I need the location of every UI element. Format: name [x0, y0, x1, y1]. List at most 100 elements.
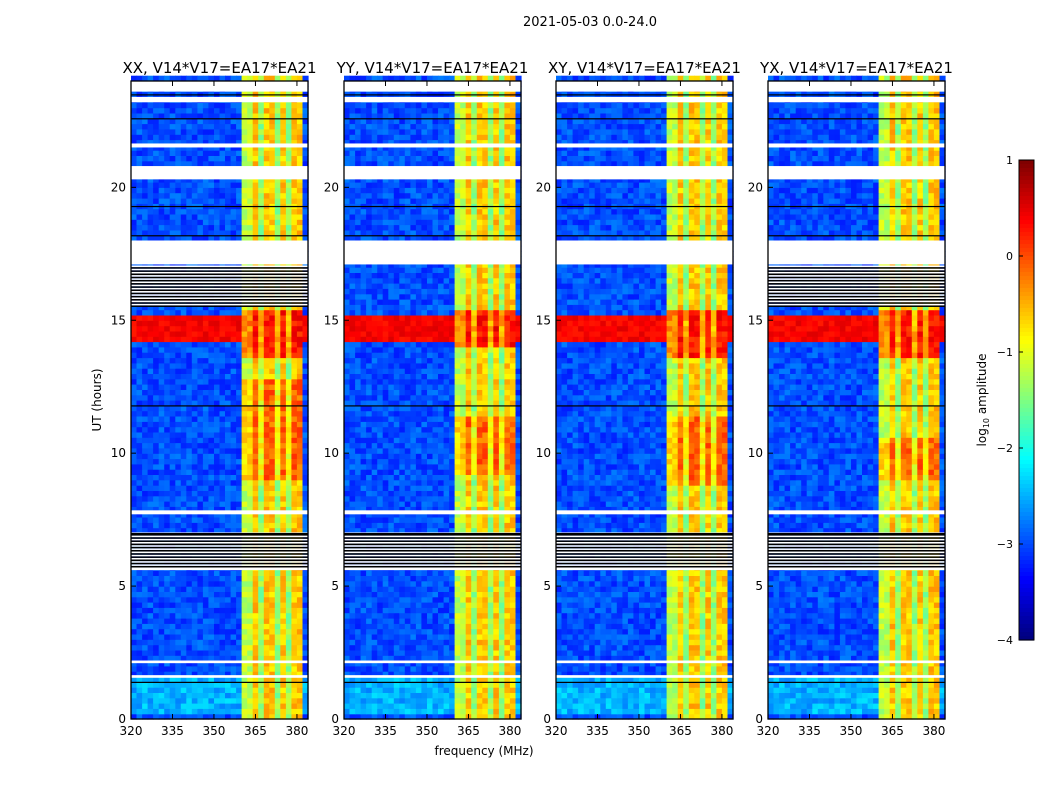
heatmap-cell — [291, 633, 298, 640]
heatmap-cell — [399, 665, 406, 672]
heatmap-cell — [258, 708, 265, 715]
heatmap-cell — [180, 325, 187, 332]
heatmap-cell — [175, 453, 182, 460]
heatmap-cell — [404, 703, 411, 709]
x-tick-label: 320 — [120, 724, 143, 738]
heatmap-cell — [230, 213, 237, 220]
heatmap-cell — [285, 665, 292, 672]
heatmap-cell — [164, 182, 171, 188]
heatmap-cell — [197, 708, 204, 715]
heatmap-cell — [454, 591, 461, 598]
heatmap-cell — [291, 495, 298, 502]
heatmap-cell — [225, 192, 232, 199]
heatmap-cell — [269, 607, 276, 614]
heatmap-cell — [302, 198, 309, 204]
heatmap-cell — [236, 325, 243, 332]
heatmap-cell — [241, 527, 248, 534]
heatmap-cell — [131, 400, 138, 406]
heatmap-cell — [175, 362, 182, 369]
heatmap-cell — [487, 692, 494, 699]
heatmap-cell — [269, 107, 276, 114]
heatmap-cell — [230, 304, 237, 311]
heatmap-cell — [180, 213, 187, 220]
heatmap-cell — [366, 612, 373, 619]
heatmap-cell — [258, 405, 265, 412]
heatmap-cell — [421, 623, 428, 630]
heatmap-cell — [504, 591, 511, 598]
heatmap-cell — [296, 410, 303, 417]
heatmap-cell — [296, 213, 303, 220]
heatmap-cell — [280, 474, 287, 481]
heatmap-cell — [360, 602, 367, 608]
heatmap-cell — [214, 405, 221, 412]
heatmap-cell — [191, 219, 198, 226]
heatmap-cell — [291, 676, 298, 683]
heatmap-cell — [285, 405, 292, 412]
heatmap-cell — [476, 633, 483, 640]
heatmap-cell — [158, 479, 165, 486]
heatmap-cell — [153, 639, 160, 646]
heatmap-cell — [131, 213, 138, 220]
heatmap-cell — [191, 697, 198, 704]
heatmap-cell — [236, 128, 243, 135]
heatmap-cell — [202, 416, 209, 422]
heatmap-cell — [169, 192, 176, 199]
heatmap-cell — [164, 192, 171, 199]
heatmap-cell — [136, 596, 143, 603]
heatmap-cell — [175, 612, 182, 619]
heatmap-cell — [191, 400, 198, 406]
heatmap-cell — [186, 570, 193, 576]
heatmap-cell — [136, 447, 143, 454]
heatmap-cell — [285, 341, 292, 348]
heatmap-cell — [131, 198, 138, 204]
heatmap-cell — [180, 123, 187, 130]
heatmap-cell — [136, 485, 143, 491]
heatmap-cell — [164, 112, 171, 119]
heatmap-cell — [438, 665, 445, 672]
heatmap-cell — [131, 330, 138, 337]
heatmap-cell — [498, 570, 505, 576]
heatmap-cell — [197, 362, 204, 369]
heatmap-cell — [169, 607, 176, 614]
heatmap-cell — [225, 384, 232, 390]
heatmap-cell — [230, 75, 237, 82]
heatmap-cell — [169, 123, 176, 130]
heatmap-cell — [169, 362, 176, 369]
heatmap-cell — [197, 192, 204, 199]
heatmap-cell — [169, 575, 176, 582]
heatmap-cell — [247, 373, 254, 380]
heatmap-cell — [285, 320, 292, 327]
heatmap-cell — [366, 665, 373, 672]
heatmap-cell — [158, 586, 165, 592]
heatmap-cell — [415, 713, 422, 720]
heatmap-cell — [515, 633, 522, 640]
heatmap-cell — [247, 421, 254, 428]
heatmap-cell — [225, 591, 232, 598]
heatmap-cell — [269, 511, 276, 518]
heatmap-cell — [393, 692, 400, 699]
heatmap-cell — [263, 378, 270, 385]
heatmap-cell — [274, 208, 281, 215]
heatmap-cell — [214, 336, 221, 343]
heatmap-cell — [147, 437, 154, 444]
heatmap-cell — [180, 139, 187, 146]
heatmap-cell — [280, 575, 287, 582]
heatmap-cell — [241, 469, 248, 475]
heatmap-cell — [291, 501, 298, 507]
heatmap-cell — [247, 527, 254, 534]
heatmap-cell — [263, 447, 270, 454]
heatmap-cell — [296, 235, 303, 242]
heatmap-cell — [158, 453, 165, 460]
heatmap-cell — [147, 123, 154, 130]
heatmap-cell — [241, 352, 248, 359]
heatmap-cell — [427, 676, 434, 683]
heatmap-cell — [291, 352, 298, 359]
heatmap-cell — [208, 357, 215, 364]
heatmap-cell — [208, 352, 215, 359]
heatmap-cell — [225, 596, 232, 603]
heatmap-cell — [274, 602, 281, 608]
heatmap-cell — [302, 628, 309, 635]
heatmap-cell — [427, 591, 434, 598]
heatmap-cell — [269, 384, 276, 390]
heatmap-cell — [136, 229, 143, 236]
